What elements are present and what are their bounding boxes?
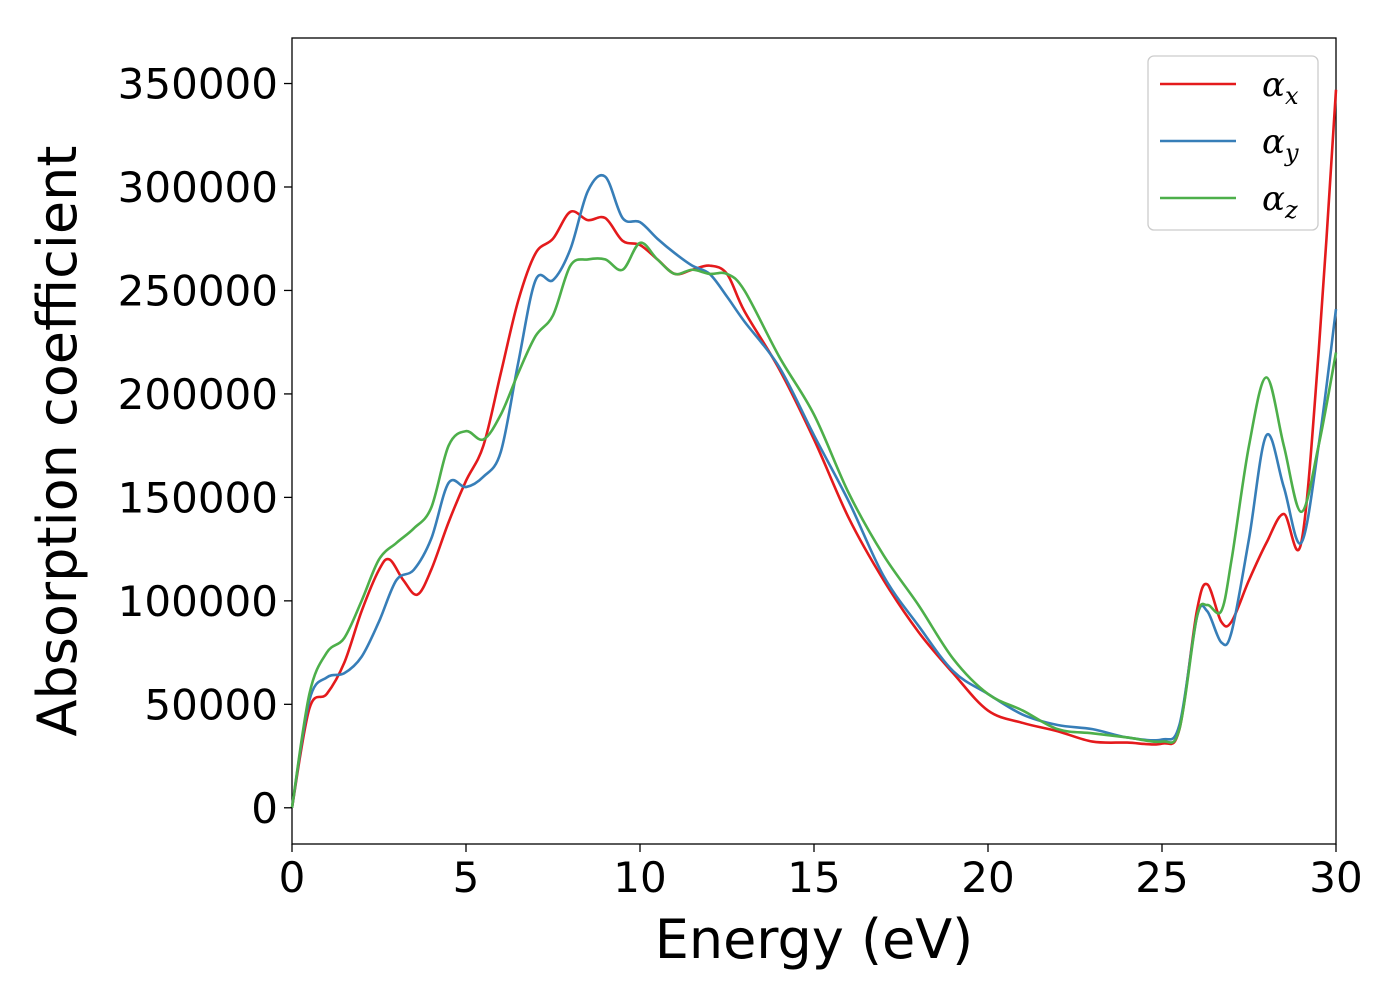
y-tick-label: 250000 <box>118 266 278 315</box>
y-tick-label: 300000 <box>118 163 278 212</box>
legend-label-base: α <box>1262 179 1285 219</box>
legend-label-subscript: z <box>1284 196 1298 224</box>
y-axis-ticks: 0 50000 100000 150000 200000 250000 300000 3500… <box>118 60 292 833</box>
x-tick-label: 20 <box>961 853 1014 902</box>
y-axis-title: Absorption coefficient <box>26 146 89 737</box>
legend-label-subscript: x <box>1285 82 1299 110</box>
y-tick-label: 150000 <box>118 473 278 522</box>
x-axis-ticks: 0 5 10 15 20 25 30 <box>279 844 1363 902</box>
x-tick-label: 25 <box>1135 853 1188 902</box>
y-tick-label: 100000 <box>118 577 278 626</box>
series-line-y <box>290 174 1338 808</box>
x-tick-label: 30 <box>1309 853 1362 902</box>
x-tick-label: 0 <box>279 853 306 902</box>
legend-label-y: αy <box>1262 122 1299 167</box>
legend-label-subscript: y <box>1284 139 1299 167</box>
x-tick-label: 10 <box>613 853 666 902</box>
legend-label-base: α <box>1262 65 1285 105</box>
legend-label-base: α <box>1262 122 1285 162</box>
series-group <box>290 89 1338 809</box>
legend-label-z: αz <box>1262 179 1298 224</box>
x-tick-label: 15 <box>787 853 840 902</box>
y-tick-label: 200000 <box>118 370 278 419</box>
series-line-z <box>290 241 1338 808</box>
legend-label-x: αx <box>1262 65 1299 110</box>
x-axis-title: Energy (eV) <box>655 908 974 971</box>
y-tick-label: 350000 <box>118 60 278 109</box>
legend-box <box>1147 55 1319 231</box>
y-tick-label: 50000 <box>144 680 278 729</box>
x-tick-label: 5 <box>453 853 480 902</box>
y-tick-label: 0 <box>251 784 278 833</box>
